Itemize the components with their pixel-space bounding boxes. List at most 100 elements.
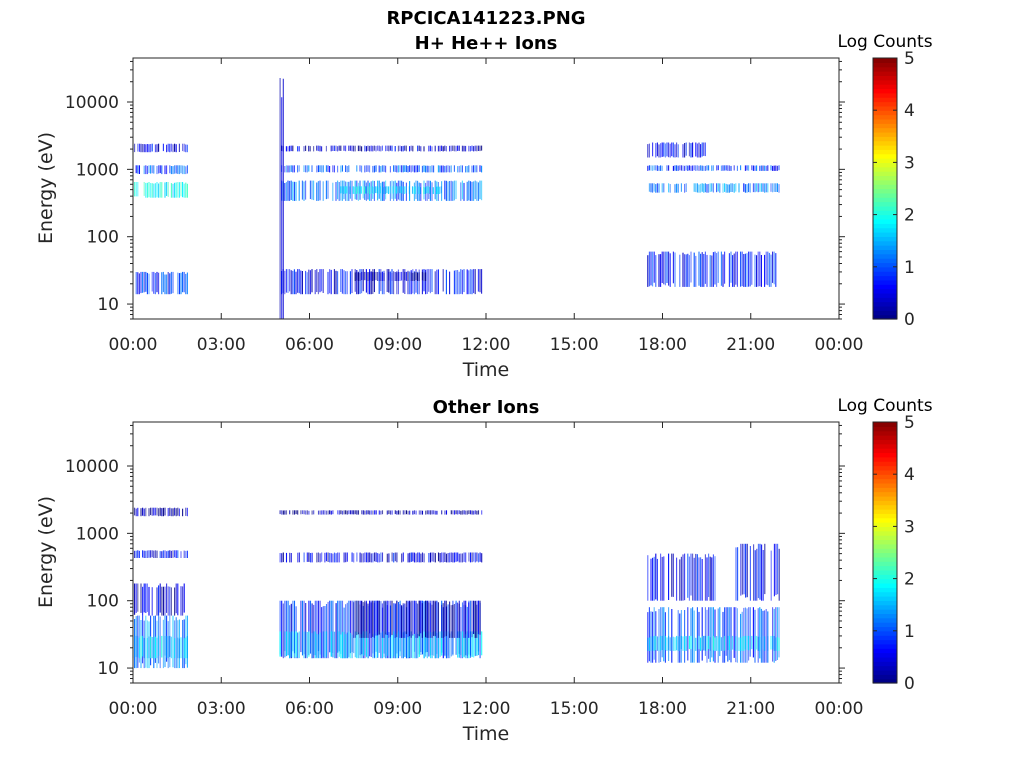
heatmap-band	[339, 186, 442, 194]
y-tick-label: 100	[87, 228, 119, 248]
heatmap-band	[281, 145, 483, 152]
colorbar-tick-label: 1	[904, 622, 915, 642]
colorbar-cell	[873, 158, 897, 163]
heatmap-band	[132, 143, 188, 153]
heatmap-band	[647, 165, 780, 171]
colorbar-cell	[873, 665, 897, 671]
x-tick-label: 18:00	[638, 699, 687, 719]
colorbar-cell	[873, 245, 897, 250]
colorbar-tick-label: 0	[904, 310, 915, 330]
colorbar-cell	[873, 435, 897, 440]
colorbar-cell	[873, 630, 897, 636]
y-tick-label: 10000	[65, 93, 119, 113]
colorbar-cell	[873, 465, 897, 471]
colorbar-cell	[873, 262, 897, 268]
colorbar-cell	[873, 205, 897, 211]
figure-title: RPCICA141223.PNG	[386, 8, 585, 29]
colorbar-cell	[873, 175, 897, 181]
colorbar-cell	[873, 513, 897, 519]
colorbar-cell	[873, 271, 897, 277]
panel2-title: Other Ions	[433, 397, 540, 418]
colorbar-tick-label: 3	[904, 517, 915, 537]
colorbar-cell	[873, 500, 897, 506]
colorbar-cell	[873, 656, 897, 662]
colorbar-cell	[873, 626, 897, 632]
x-tick-label: 00:00	[109, 335, 158, 355]
colorbar-tick-label: 5	[904, 413, 915, 433]
colorbar-cell	[873, 587, 897, 593]
panel1-xlabel: Time	[462, 359, 510, 381]
colorbar-cell	[873, 223, 897, 229]
heatmap-band	[647, 635, 780, 651]
heatmap-bands	[132, 507, 780, 669]
colorbar-cell	[873, 474, 897, 480]
colorbar-cell	[873, 526, 897, 532]
colorbar-cell	[873, 240, 897, 246]
colorbar-cell	[873, 258, 897, 264]
colorbar-cell	[873, 266, 897, 272]
colorbar-cell	[873, 439, 897, 445]
colorbar-cell	[873, 509, 897, 514]
colorbar-frame	[872, 57, 898, 320]
colorbar-cell	[873, 227, 897, 233]
colorbar-cell	[873, 482, 897, 488]
colorbar-cell	[873, 210, 897, 216]
x-tick-label: 21:00	[726, 335, 775, 355]
colorbar-cell	[873, 275, 897, 281]
heatmap-band	[354, 271, 427, 281]
colorbar-cell	[873, 539, 897, 545]
colorbar-cell	[873, 556, 897, 562]
colorbar-cell	[873, 184, 897, 190]
colorbar-cell	[873, 62, 897, 68]
colorbar-cell	[873, 58, 897, 63]
colorbar-cell	[873, 661, 897, 667]
colorbar-cell	[873, 578, 897, 584]
colorbar-tick-label: 4	[904, 465, 915, 485]
colorbar-cell	[873, 131, 897, 137]
colorbar-cell	[873, 469, 897, 475]
colorbar-cell	[873, 136, 897, 142]
colorbar-cell	[873, 84, 897, 90]
colorbar-cell	[873, 422, 897, 427]
colorbar-cell	[873, 105, 897, 111]
x-tick-label: 15:00	[550, 699, 599, 719]
x-tick-label: 21:00	[726, 699, 775, 719]
panel1-title: H+ He++ Ions	[415, 33, 558, 54]
colorbar-cell	[873, 179, 897, 185]
colorbar-cell	[873, 622, 897, 628]
colorbar-cell	[873, 648, 897, 654]
colorbar-cell	[873, 530, 897, 536]
colorbar-cell	[873, 75, 897, 81]
colorbar-cell	[873, 162, 897, 168]
heatmap-band	[735, 543, 780, 601]
colorbar-cell	[873, 574, 897, 580]
colorbar-cell	[873, 197, 897, 203]
colorbar-cell	[873, 214, 897, 220]
colorbar-cell	[873, 127, 897, 133]
y-tick-label: 1000	[76, 160, 119, 180]
colorbar-cell	[873, 443, 897, 449]
colorbar-cell	[873, 552, 897, 558]
colorbar-cell	[873, 71, 897, 76]
panel2-ylabel: Energy (eV)	[35, 496, 57, 608]
colorbar-cell	[873, 635, 897, 641]
x-tick-label: 06:00	[285, 335, 334, 355]
colorbar-cell	[873, 166, 897, 172]
panel-h-he-ions: 00:00 03:00 06:00 09:00 12:00 15:00 18:00 21:00…	[65, 49, 915, 355]
heatmap-band	[132, 550, 188, 558]
colorbar-cell	[873, 218, 897, 224]
heatmap-band	[353, 600, 481, 638]
heatmap-band	[647, 553, 716, 601]
x-tick-label: 00:00	[815, 699, 864, 719]
colorbar-frame	[872, 421, 898, 684]
heatmap-band	[279, 552, 483, 563]
colorbar-cell	[873, 201, 897, 207]
colorbar-tick-label: 2	[904, 570, 915, 590]
colorbar-cell	[873, 314, 897, 320]
heatmap-band	[132, 583, 185, 616]
x-tick-label: 12:00	[462, 335, 511, 355]
colorbar-cell	[873, 153, 897, 159]
colorbar-tick-label: 4	[904, 101, 915, 121]
colorbar-cell	[873, 171, 897, 177]
colorbar-cell	[873, 643, 897, 649]
